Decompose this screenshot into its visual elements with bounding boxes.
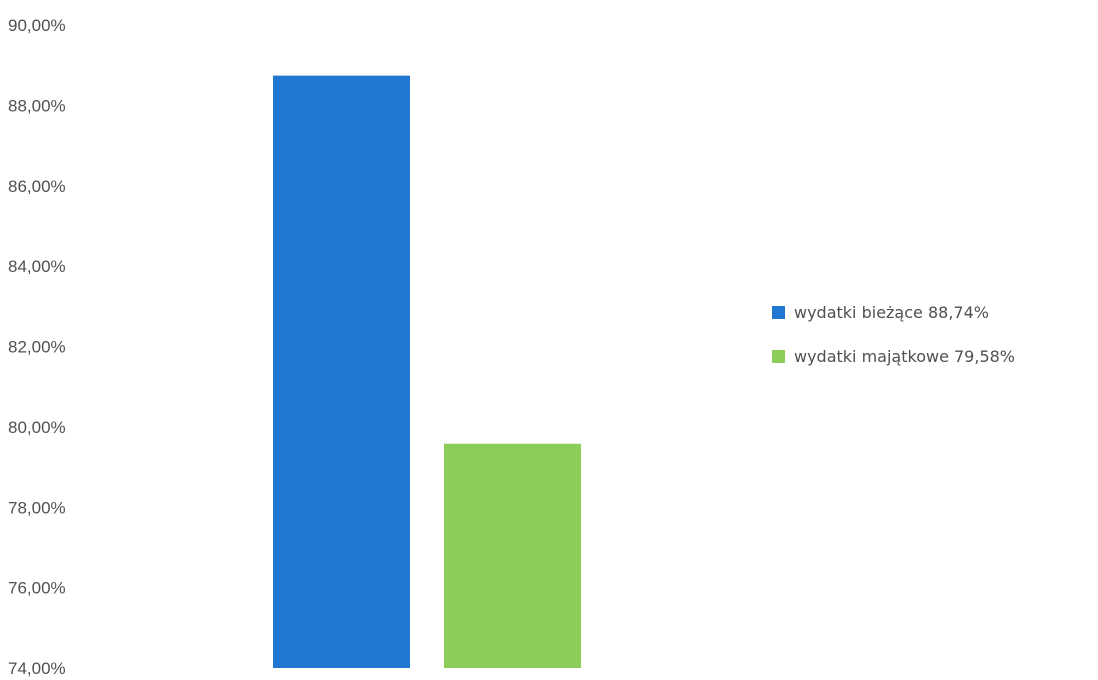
y-tick-label: 80,00% [8,418,66,437]
y-tick-label: 82,00% [8,338,66,357]
y-tick-label: 84,00% [8,257,66,276]
y-tick-label: 74,00% [8,659,66,678]
y-tick-label: 78,00% [8,498,66,517]
bar-capital-expenses [444,443,581,668]
legend-swatch-current-expenses [772,305,785,319]
y-tick-label: 86,00% [8,177,66,196]
legend-label-current-expenses: wydatki bieżące 88,74% [794,302,989,322]
y-tick-label: 88,00% [8,96,66,115]
legend-item-current-expenses: wydatki bieżące 88,74% [772,297,1015,327]
legend-swatch-capital-expenses [772,349,785,363]
bar-current-expenses [273,75,410,669]
y-axis: 74,00% 76,00% 78,00% 80,00% 82,00% 84,00% 86,0… [8,16,66,678]
legend-item-capital-expenses: wydatki majątkowe 79,58% [772,341,1015,371]
legend: wydatki bieżące 88,74% wydatki majątkowe… [772,297,1015,385]
y-tick-label: 90,00% [8,16,66,35]
legend-label-capital-expenses: wydatki majątkowe 79,58% [794,346,1016,366]
y-tick-label: 76,00% [8,579,66,598]
bars [273,75,581,669]
